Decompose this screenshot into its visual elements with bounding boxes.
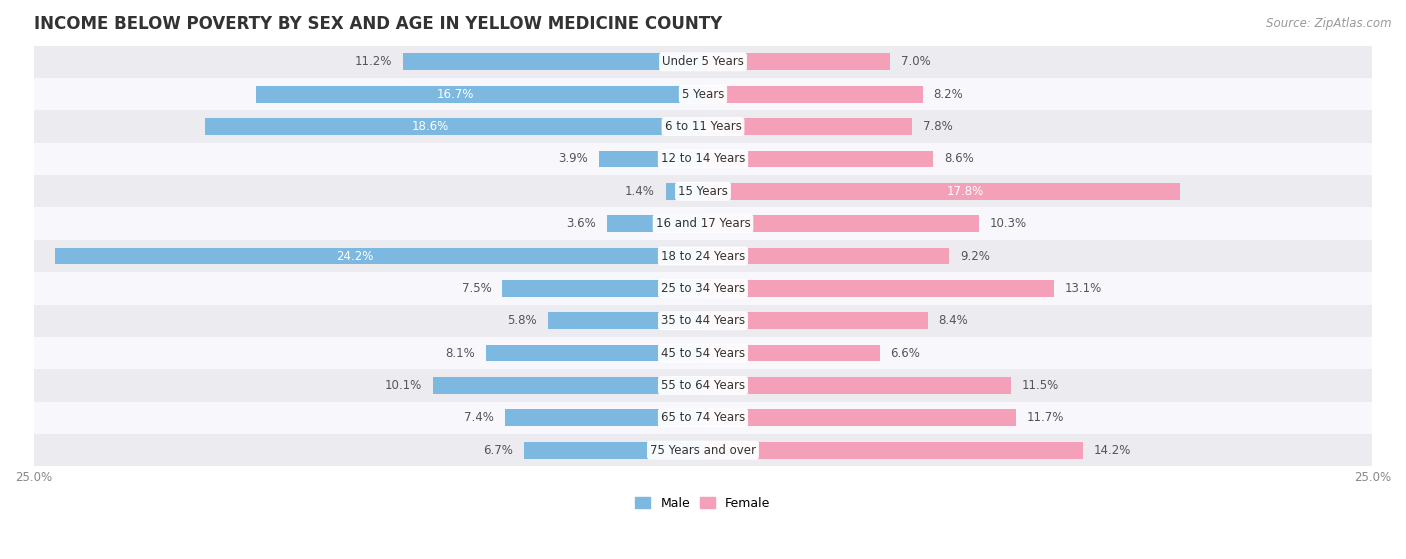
Bar xyxy=(703,312,928,329)
Bar xyxy=(34,46,1372,78)
Bar xyxy=(34,369,1372,401)
Bar xyxy=(34,78,1372,110)
Text: Source: ZipAtlas.com: Source: ZipAtlas.com xyxy=(1267,17,1392,30)
Text: Under 5 Years: Under 5 Years xyxy=(662,55,744,68)
Bar xyxy=(205,118,703,135)
Text: 8.4%: 8.4% xyxy=(939,314,969,327)
Bar xyxy=(548,312,703,329)
Bar xyxy=(34,110,1372,143)
Bar xyxy=(34,175,1372,207)
Text: 10.3%: 10.3% xyxy=(990,217,1026,230)
Text: 7.8%: 7.8% xyxy=(922,120,952,133)
Bar xyxy=(404,54,703,70)
Text: 17.8%: 17.8% xyxy=(946,185,984,198)
Bar xyxy=(34,337,1372,369)
Legend: Male, Female: Male, Female xyxy=(630,492,776,515)
Text: 6.7%: 6.7% xyxy=(484,444,513,457)
Bar xyxy=(486,345,703,362)
Bar xyxy=(703,442,1083,458)
Text: 15 Years: 15 Years xyxy=(678,185,728,198)
Text: 11.5%: 11.5% xyxy=(1022,379,1059,392)
Bar xyxy=(256,86,703,103)
Bar xyxy=(502,280,703,297)
Text: INCOME BELOW POVERTY BY SEX AND AGE IN YELLOW MEDICINE COUNTY: INCOME BELOW POVERTY BY SEX AND AGE IN Y… xyxy=(34,15,721,33)
Bar xyxy=(523,442,703,458)
Text: 9.2%: 9.2% xyxy=(960,249,990,263)
Text: 7.0%: 7.0% xyxy=(901,55,931,68)
Bar xyxy=(703,409,1017,426)
Text: 3.6%: 3.6% xyxy=(567,217,596,230)
Text: 1.4%: 1.4% xyxy=(624,185,655,198)
Text: 10.1%: 10.1% xyxy=(385,379,422,392)
Bar xyxy=(703,377,1011,394)
Text: 75 Years and over: 75 Years and over xyxy=(650,444,756,457)
Text: 11.2%: 11.2% xyxy=(354,55,392,68)
Bar xyxy=(703,215,979,232)
Bar xyxy=(34,240,1372,272)
Bar xyxy=(665,183,703,200)
Bar xyxy=(703,54,890,70)
Text: 6.6%: 6.6% xyxy=(890,347,921,359)
Bar xyxy=(34,272,1372,305)
Text: 12 to 14 Years: 12 to 14 Years xyxy=(661,153,745,165)
Text: 11.7%: 11.7% xyxy=(1026,411,1064,424)
Text: 35 to 44 Years: 35 to 44 Years xyxy=(661,314,745,327)
Bar xyxy=(505,409,703,426)
Text: 14.2%: 14.2% xyxy=(1094,444,1132,457)
Text: 65 to 74 Years: 65 to 74 Years xyxy=(661,411,745,424)
Bar xyxy=(34,143,1372,175)
Bar xyxy=(34,434,1372,466)
Bar xyxy=(606,215,703,232)
Text: 6 to 11 Years: 6 to 11 Years xyxy=(665,120,741,133)
Text: 18.6%: 18.6% xyxy=(412,120,449,133)
Text: 3.9%: 3.9% xyxy=(558,153,588,165)
Bar xyxy=(433,377,703,394)
Text: 55 to 64 Years: 55 to 64 Years xyxy=(661,379,745,392)
Text: 16.7%: 16.7% xyxy=(437,88,474,101)
Bar xyxy=(34,305,1372,337)
Text: 5.8%: 5.8% xyxy=(508,314,537,327)
Text: 8.2%: 8.2% xyxy=(934,88,963,101)
Text: 7.5%: 7.5% xyxy=(461,282,492,295)
Text: 8.6%: 8.6% xyxy=(943,153,974,165)
Bar xyxy=(703,248,949,264)
Bar xyxy=(34,207,1372,240)
Text: 8.1%: 8.1% xyxy=(446,347,475,359)
Text: 13.1%: 13.1% xyxy=(1064,282,1102,295)
Bar xyxy=(34,401,1372,434)
Text: 16 and 17 Years: 16 and 17 Years xyxy=(655,217,751,230)
Bar xyxy=(703,345,880,362)
Bar xyxy=(599,150,703,167)
Text: 18 to 24 Years: 18 to 24 Years xyxy=(661,249,745,263)
Text: 25 to 34 Years: 25 to 34 Years xyxy=(661,282,745,295)
Bar xyxy=(703,118,912,135)
Bar xyxy=(55,248,703,264)
Bar xyxy=(703,280,1053,297)
Text: 7.4%: 7.4% xyxy=(464,411,494,424)
Bar xyxy=(703,86,922,103)
Bar xyxy=(703,183,1180,200)
Text: 24.2%: 24.2% xyxy=(336,249,374,263)
Bar xyxy=(703,150,934,167)
Text: 45 to 54 Years: 45 to 54 Years xyxy=(661,347,745,359)
Text: 5 Years: 5 Years xyxy=(682,88,724,101)
